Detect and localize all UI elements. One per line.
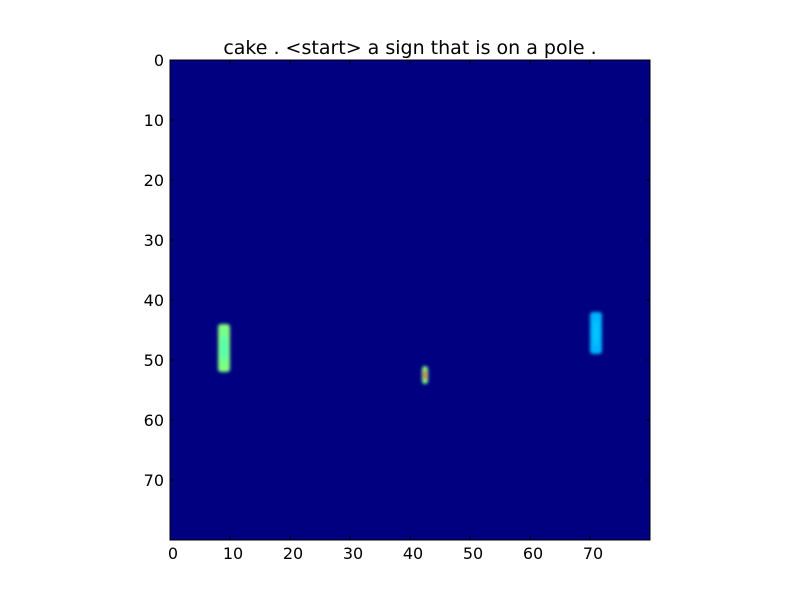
y-tick-label: 20 bbox=[144, 171, 164, 190]
y-tick-label: 50 bbox=[144, 351, 164, 370]
chart-title: cake . <start> a sign that is on a pole … bbox=[223, 37, 596, 59]
x-tick-label: 10 bbox=[223, 544, 243, 563]
x-tick-label: 40 bbox=[403, 544, 423, 563]
x-tick-label: 60 bbox=[523, 544, 543, 563]
y-tick-label: 30 bbox=[144, 231, 164, 250]
hotspot-core-3 bbox=[423, 369, 427, 381]
y-tick-label: 40 bbox=[144, 291, 164, 310]
x-tick-label: 70 bbox=[583, 544, 603, 563]
x-tick-label: 50 bbox=[463, 544, 483, 563]
hotspot-core-1 bbox=[221, 333, 227, 363]
y-tick-label: 70 bbox=[144, 471, 164, 490]
x-tick-label: 20 bbox=[283, 544, 303, 563]
x-tick-label: 30 bbox=[343, 544, 363, 563]
x-axis: 0 10 20 30 40 50 60 70 bbox=[168, 60, 603, 563]
y-tick-label: 10 bbox=[144, 111, 164, 130]
y-axis: 0 10 20 30 40 50 60 70 bbox=[144, 51, 650, 490]
plot-background bbox=[170, 60, 650, 540]
hotspot-core-2 bbox=[593, 320, 599, 346]
y-tick-label: 60 bbox=[144, 411, 164, 430]
x-tick-label: 0 bbox=[168, 544, 178, 563]
y-tick-label: 0 bbox=[154, 51, 164, 70]
hotspot-layer bbox=[218, 312, 602, 384]
